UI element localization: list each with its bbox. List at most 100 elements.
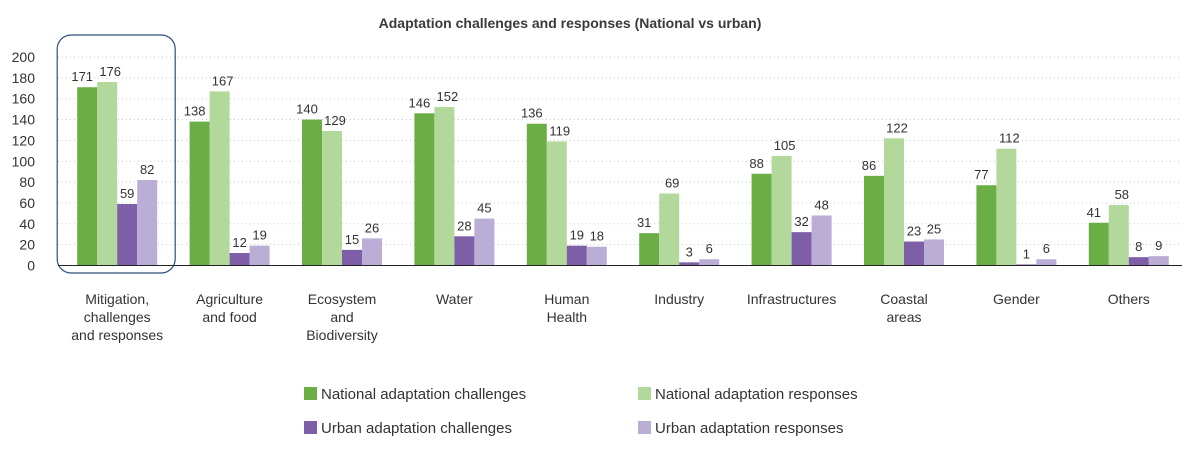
category-label-line: Industry <box>654 291 704 307</box>
bar <box>1016 264 1037 266</box>
x-axis-categories: Mitigation, challenges and responses Agricu… <box>71 291 1150 343</box>
legend-swatch <box>304 387 317 400</box>
bar <box>811 215 832 266</box>
legend: National adaptation challenges National a… <box>304 386 858 437</box>
data-label: 140 <box>296 102 318 117</box>
data-label: 146 <box>409 95 431 110</box>
category-label: Others <box>1108 291 1150 307</box>
bar <box>137 180 158 266</box>
data-label: 19 <box>570 228 584 243</box>
category-highlight <box>56 34 176 274</box>
data-label: 28 <box>457 218 471 233</box>
data-label: 18 <box>590 229 604 244</box>
data-label: 167 <box>212 73 234 88</box>
bar <box>189 121 210 266</box>
bar <box>924 239 944 266</box>
bar <box>679 262 700 266</box>
bar <box>414 113 435 266</box>
data-label: 77 <box>974 167 988 182</box>
category-label-line: Others <box>1108 291 1150 307</box>
data-label: 171 <box>71 69 93 84</box>
data-label: 45 <box>477 201 491 216</box>
bar <box>1148 256 1169 266</box>
bar <box>117 203 138 266</box>
data-label: 19 <box>252 228 266 243</box>
data-label: 176 <box>99 64 121 79</box>
data-label: 59 <box>120 186 134 201</box>
bars <box>77 82 1169 266</box>
data-label: 122 <box>886 120 908 135</box>
data-label: 58 <box>1115 187 1129 202</box>
data-label: 129 <box>324 113 346 128</box>
bar <box>322 131 342 266</box>
y-tick-label: 160 <box>12 91 36 107</box>
data-label: 48 <box>814 197 828 212</box>
y-tick-label: 140 <box>12 112 36 128</box>
category-label-line: Mitigation, <box>85 291 149 307</box>
category-label-line: areas <box>886 309 921 325</box>
legend-swatch <box>638 421 651 434</box>
data-label: 82 <box>140 162 154 177</box>
legend-swatch <box>638 387 651 400</box>
y-tick-label: 40 <box>19 216 35 232</box>
bar <box>342 249 362 266</box>
bar <box>97 82 118 266</box>
data-label: 105 <box>774 138 796 153</box>
bar <box>586 246 607 266</box>
data-label: 9 <box>1155 238 1162 253</box>
bar <box>474 218 495 266</box>
category-label: Human Health <box>544 291 589 325</box>
category-label-line: Water <box>436 291 473 307</box>
y-tick-label: 120 <box>12 132 36 148</box>
category-label-line: Biodiversity <box>306 327 378 343</box>
y-axis-ticks: 0 20 40 60 80 100 120 140 160 180 200 <box>12 49 36 274</box>
data-label: 25 <box>927 221 941 236</box>
category-label-line: Ecosystem <box>308 291 376 307</box>
legend-label: Urban adaptation challenges <box>321 420 512 437</box>
y-tick-label: 180 <box>12 70 36 86</box>
y-tick-label: 200 <box>12 49 36 65</box>
bar <box>699 259 720 266</box>
y-tick-label: 80 <box>19 174 35 190</box>
legend-label: Urban adaptation responses <box>655 420 843 437</box>
data-label: 119 <box>549 123 570 138</box>
data-label: 26 <box>365 220 379 235</box>
bar <box>249 245 270 266</box>
data-label: 15 <box>345 232 359 247</box>
bar <box>639 233 660 266</box>
category-label-line: Gender <box>993 291 1040 307</box>
data-label: 136 <box>521 106 543 121</box>
data-label: 88 <box>749 156 763 171</box>
legend-label: National adaptation challenges <box>321 386 526 403</box>
chart-title: Adaptation challenges and responses (Nat… <box>379 15 762 31</box>
category-label: Infrastructures <box>747 291 836 307</box>
category-label-line: Coastal <box>880 291 927 307</box>
data-label: 31 <box>637 215 651 230</box>
bar <box>1036 259 1057 266</box>
data-label: 152 <box>437 89 459 104</box>
data-label: 32 <box>794 214 808 229</box>
bar <box>1088 222 1109 266</box>
bar <box>864 175 884 266</box>
bar <box>77 87 98 266</box>
bar <box>976 185 997 266</box>
bar <box>454 236 475 266</box>
data-label: 3 <box>686 244 693 259</box>
bar <box>526 123 547 266</box>
legend-label: National adaptation responses <box>655 386 858 403</box>
y-tick-label: 60 <box>19 195 35 211</box>
bar <box>996 148 1017 266</box>
data-label: 86 <box>862 158 876 173</box>
data-label: 41 <box>1087 205 1101 220</box>
category-label: Coastal areas <box>880 291 927 325</box>
y-tick-label: 100 <box>12 153 36 169</box>
y-tick-label: 20 <box>19 237 35 253</box>
bar <box>659 193 680 266</box>
data-label: 8 <box>1135 239 1142 254</box>
bar <box>362 238 382 266</box>
category-label: Ecosystem and Biodiversity <box>306 291 378 343</box>
category-label: Water <box>436 291 473 307</box>
data-label: 6 <box>1043 241 1050 256</box>
category-label: Gender <box>993 291 1040 307</box>
